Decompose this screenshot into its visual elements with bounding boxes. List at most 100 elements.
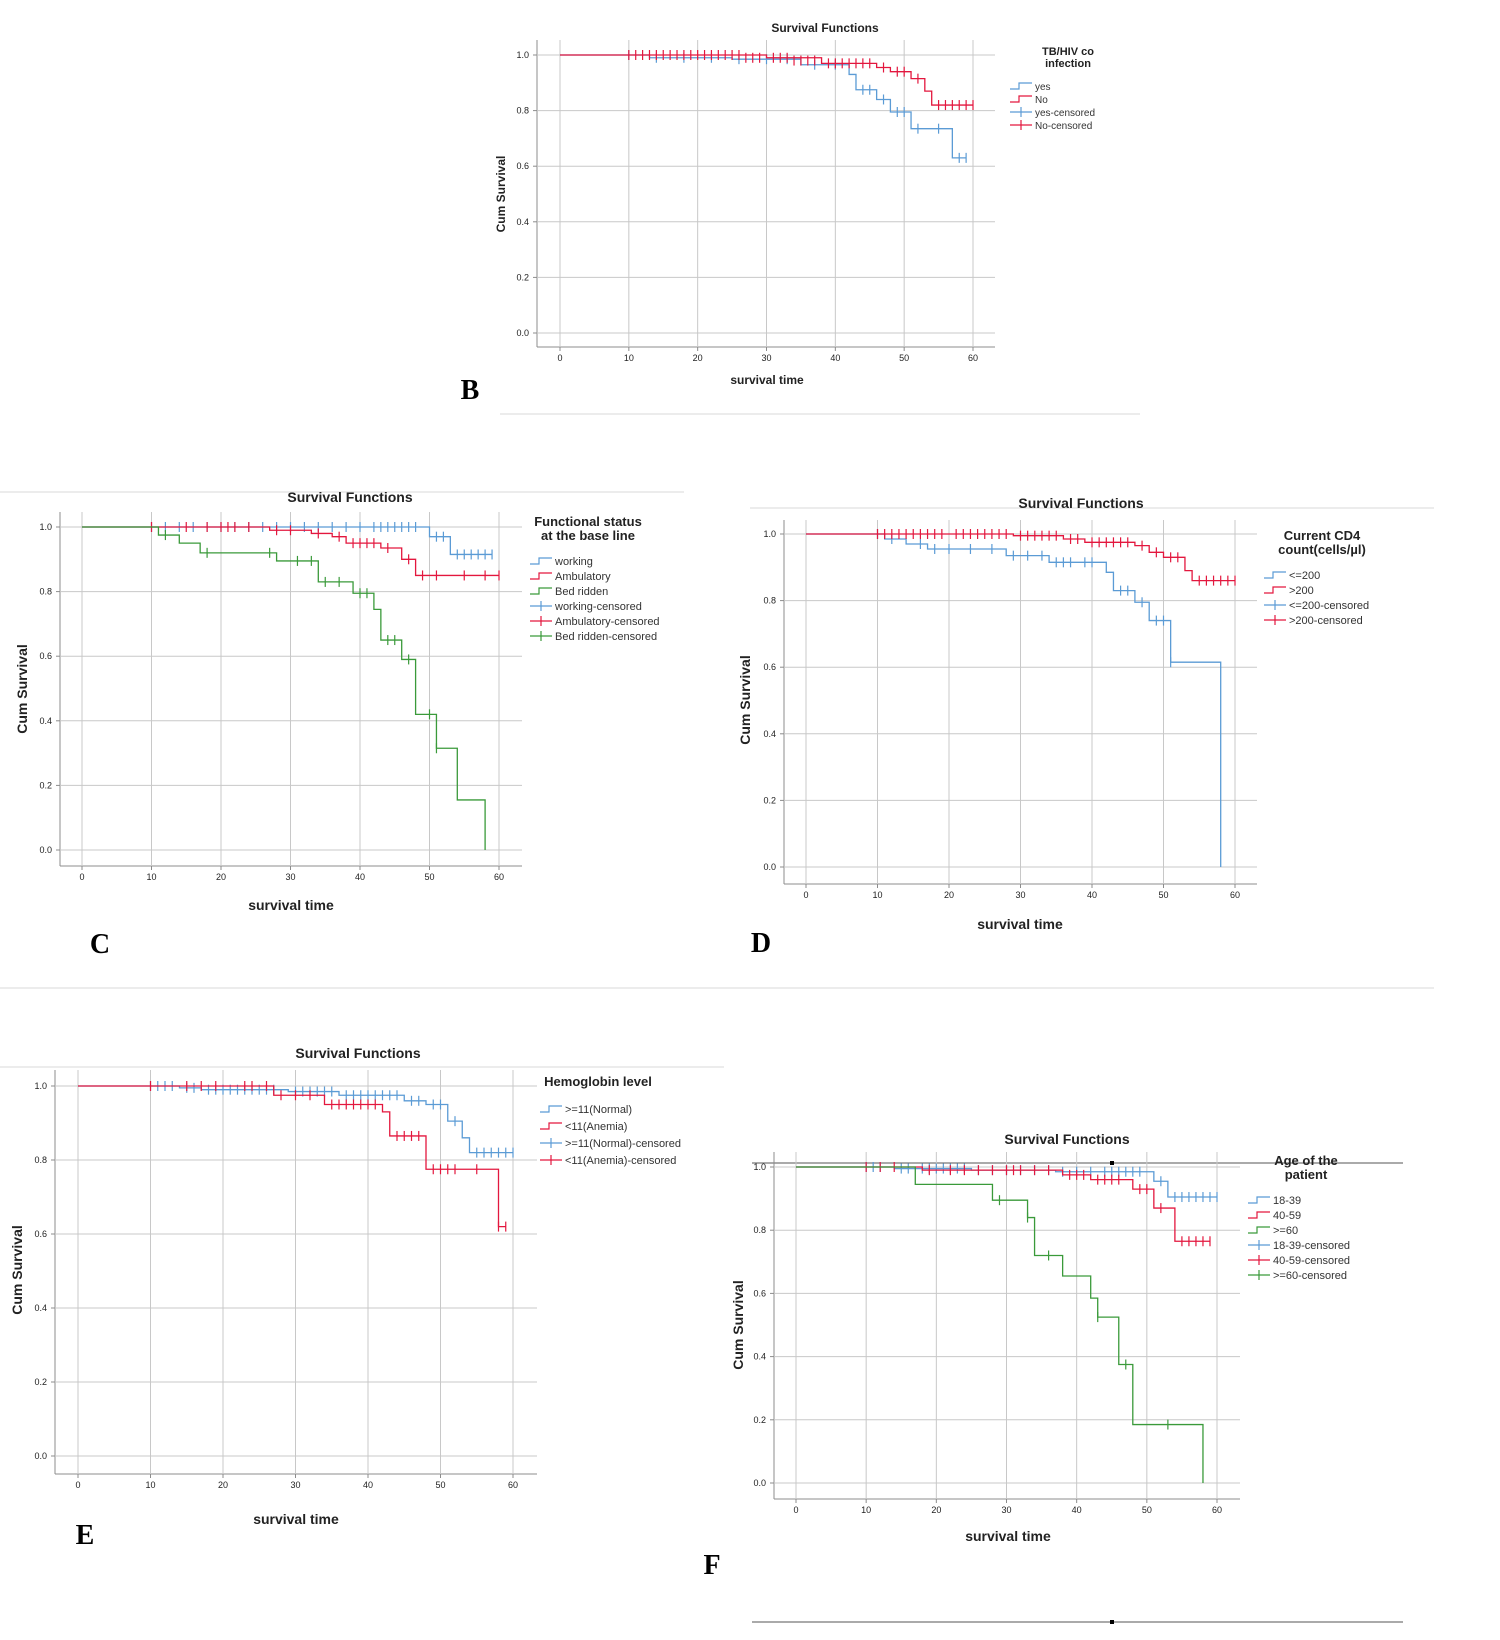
- x-tick-label: 60: [968, 353, 978, 363]
- y-tick-label: 0.6: [516, 161, 529, 171]
- x-tick-label: 50: [1142, 1505, 1152, 1515]
- x-tick-label: 30: [1015, 890, 1025, 900]
- legend-title: TB/HIV co: [1042, 46, 1094, 58]
- legend-label: Ambulatory-censored: [555, 616, 660, 628]
- divider-f-top-handle: [1110, 1161, 1114, 1165]
- x-tick-label: 0: [557, 353, 562, 363]
- x-tick-label: 40: [830, 353, 840, 363]
- legend-title: Hemoglobin level: [544, 1074, 652, 1089]
- chart-title: Survival Functions: [1018, 495, 1143, 511]
- y-axis-label: Cum Survival: [737, 655, 753, 744]
- legend-label: 40-59-censored: [1273, 1255, 1350, 1267]
- y-axis-label: Cum Survival: [494, 156, 508, 233]
- y-tick-label: 0.4: [516, 217, 529, 227]
- legend-swatch-line: [1248, 1226, 1270, 1234]
- panel-letter: B: [461, 375, 480, 406]
- y-axis-label: Cum Survival: [730, 1280, 746, 1369]
- legend-swatch-line: [530, 572, 552, 580]
- series-line-0: [560, 54, 967, 159]
- y-tick-label: 0.0: [34, 1451, 47, 1461]
- panel-e: 0 10 20 30 40 50 60 0.0 0.2 0.4 0.6 0.8 1.0 Survival …: [9, 1045, 681, 1551]
- panel-letter: F: [703, 1550, 720, 1581]
- legend-title: Age of the: [1274, 1153, 1338, 1168]
- x-tick-label: 50: [899, 353, 909, 363]
- legend-label: >=60: [1273, 1225, 1298, 1237]
- y-tick-label: 0.2: [34, 1377, 47, 1387]
- x-tick-label: 60: [1212, 1505, 1222, 1515]
- y-tick-label: 0.2: [753, 1415, 766, 1425]
- panel-d: 0 10 20 30 40 50 60 0.0 0.2 0.4 0.6 0.8 1.0 Survival …: [737, 495, 1369, 959]
- x-tick-label: 30: [290, 1480, 300, 1490]
- legend-title: count(cells/µl): [1278, 542, 1366, 557]
- legend-label: working-censored: [554, 601, 642, 613]
- series-line-0: [82, 526, 493, 556]
- legend-label: >200: [1289, 585, 1314, 597]
- y-tick-label: 1.0: [753, 1162, 766, 1172]
- legend-swatch-line: [1264, 571, 1286, 579]
- x-tick-label: 10: [872, 890, 882, 900]
- y-tick-label: 1.0: [34, 1081, 47, 1091]
- series-line-0: [806, 533, 1222, 867]
- chart-title: Survival Functions: [287, 489, 412, 505]
- legend-title: infection: [1045, 58, 1091, 70]
- legend-label: yes-censored: [1035, 108, 1095, 119]
- legend-swatch-line: [540, 1122, 562, 1130]
- x-tick-label: 20: [218, 1480, 228, 1490]
- y-tick-label: 0.0: [39, 845, 52, 855]
- x-tick-label: 20: [931, 1505, 941, 1515]
- x-tick-label: 60: [1230, 890, 1240, 900]
- series-line-1: [78, 1085, 506, 1228]
- legend-label: 40-59: [1273, 1210, 1301, 1222]
- y-tick-label: 0.8: [753, 1225, 766, 1235]
- panel-c: 0 10 20 30 40 50 60 0.0 0.2 0.4 0.6 0.8 1.0 Survival …: [14, 489, 660, 960]
- x-tick-label: 60: [508, 1480, 518, 1490]
- panel-f: 0 10 20 30 40 50 60 0.0 0.2 0.4 0.6 0.8 1.0 Survival …: [703, 1131, 1350, 1581]
- chart-title: Survival Functions: [771, 21, 879, 35]
- y-tick-label: 0.2: [516, 272, 529, 282]
- panel-letter: C: [90, 929, 110, 960]
- x-tick-label: 40: [1087, 890, 1097, 900]
- x-axis-label: survival time: [965, 1528, 1051, 1544]
- legend-label: 18-39: [1273, 1195, 1301, 1207]
- legend-label: Bed ridden: [555, 586, 608, 598]
- y-tick-label: 1.0: [763, 529, 776, 539]
- x-tick-label: 10: [145, 1480, 155, 1490]
- x-tick-label: 20: [944, 890, 954, 900]
- x-tick-label: 40: [363, 1480, 373, 1490]
- legend-label: <=200: [1289, 570, 1320, 582]
- x-tick-label: 20: [216, 872, 226, 882]
- legend-label: Ambulatory: [555, 571, 611, 583]
- legend-swatch-line: [540, 1105, 562, 1113]
- legend-title: Functional status: [534, 514, 642, 529]
- y-tick-label: 0.4: [34, 1303, 47, 1313]
- x-tick-label: 50: [424, 872, 434, 882]
- x-tick-label: 40: [355, 872, 365, 882]
- legend-swatch-line: [1248, 1196, 1270, 1204]
- x-tick-label: 30: [285, 872, 295, 882]
- y-tick-label: 0.6: [753, 1288, 766, 1298]
- y-axis-label: Cum Survival: [9, 1225, 25, 1314]
- x-tick-label: 60: [494, 872, 504, 882]
- y-tick-label: 0.0: [763, 862, 776, 872]
- chart-title: Survival Functions: [295, 1045, 420, 1061]
- legend-swatch-line: [530, 557, 552, 565]
- y-tick-label: 1.0: [39, 522, 52, 532]
- legend-label: yes: [1035, 82, 1051, 93]
- legend-title: at the base line: [541, 528, 635, 543]
- legend-title: Current CD4: [1284, 528, 1361, 543]
- y-axis-label: Cum Survival: [14, 644, 30, 733]
- x-tick-label: 10: [861, 1505, 871, 1515]
- series-line-2: [82, 526, 486, 850]
- legend-label: >200-censored: [1289, 615, 1363, 627]
- y-tick-label: 0.2: [39, 780, 52, 790]
- x-tick-label: 30: [1001, 1505, 1011, 1515]
- y-tick-label: 0.4: [753, 1352, 766, 1362]
- panel-b: 0 10 20 30 40 50 60 0.0 0.2 0.4 0.6 0.8 1.0 Survival …: [461, 21, 1095, 406]
- y-tick-label: 1.0: [516, 50, 529, 60]
- legend-label: >=11(Normal): [565, 1104, 632, 1116]
- panel-letter: D: [751, 928, 771, 959]
- legend-label: No: [1035, 95, 1048, 106]
- legend-swatch-line: [1248, 1211, 1270, 1219]
- y-tick-label: 0.0: [753, 1478, 766, 1488]
